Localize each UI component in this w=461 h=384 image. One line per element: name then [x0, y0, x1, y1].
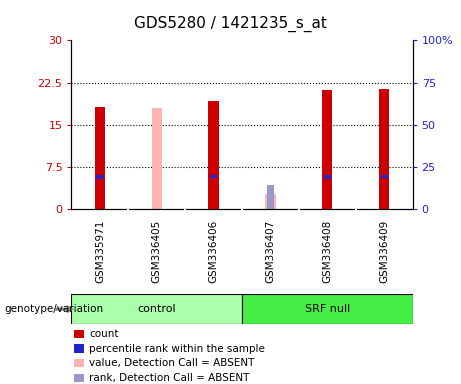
Text: genotype/variation: genotype/variation	[5, 304, 104, 314]
Text: GSM336406: GSM336406	[208, 220, 219, 283]
Bar	[324, 175, 331, 179]
Text: GSM335971: GSM335971	[95, 220, 105, 283]
Text: GSM336407: GSM336407	[266, 220, 276, 283]
Text: percentile rank within the sample: percentile rank within the sample	[89, 344, 266, 354]
Text: GSM336409: GSM336409	[379, 220, 389, 283]
Bar	[267, 185, 274, 190]
Text: SRF null: SRF null	[305, 304, 350, 314]
Text: GSM336405: GSM336405	[152, 220, 162, 283]
Bar	[95, 107, 105, 209]
Bar	[96, 175, 103, 179]
Bar	[379, 89, 389, 209]
Bar	[242, 294, 413, 324]
Text: value, Detection Call = ABSENT: value, Detection Call = ABSENT	[89, 358, 255, 368]
Bar	[381, 175, 388, 178]
Bar	[267, 185, 274, 209]
Text: rank, Detection Call = ABSENT: rank, Detection Call = ABSENT	[89, 373, 250, 383]
Text: count: count	[89, 329, 119, 339]
Bar	[71, 294, 242, 324]
Text: GSM336408: GSM336408	[322, 220, 332, 283]
Text: control: control	[137, 304, 176, 314]
Bar	[210, 175, 217, 178]
Bar	[152, 108, 162, 209]
Bar	[208, 101, 219, 209]
Bar	[322, 91, 332, 209]
Text: GDS5280 / 1421235_s_at: GDS5280 / 1421235_s_at	[134, 15, 327, 31]
Bar	[266, 194, 276, 209]
